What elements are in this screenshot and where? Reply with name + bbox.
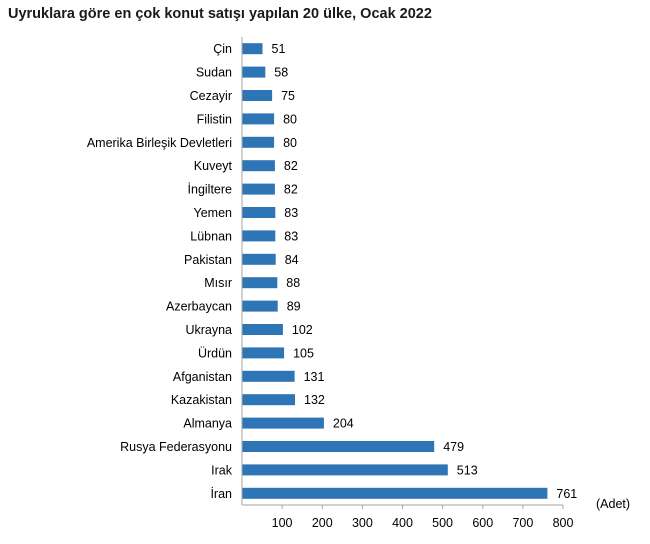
data-label: 58 <box>274 66 288 80</box>
bar <box>242 136 275 148</box>
x-tick-label: 400 <box>392 516 413 530</box>
bar <box>242 90 273 101</box>
data-label: 83 <box>284 229 298 243</box>
axis-layer: Çin 51 Sudan 58 Cezayir 75 Filistin 80 Amerika B… <box>87 37 577 530</box>
bar <box>242 66 266 78</box>
bar <box>242 113 275 125</box>
data-label: 82 <box>284 183 298 197</box>
chart-title: Uyruklara göre en çok konut satışı yapıl… <box>8 6 432 22</box>
category-label: Filistin <box>197 112 232 126</box>
data-label: 89 <box>287 300 301 314</box>
category-label: İngiltere <box>188 183 233 197</box>
bar <box>242 394 295 406</box>
bar <box>242 487 548 499</box>
x-tick-label: 800 <box>553 516 574 530</box>
category-label: Azerbaycan <box>166 300 232 314</box>
category-label: Yemen <box>194 206 233 220</box>
bar <box>242 253 276 265</box>
x-tick-label: 200 <box>312 516 333 530</box>
category-label: Çin <box>213 42 232 56</box>
x-tick-label: 100 <box>272 516 293 530</box>
category-label: Mısır <box>204 276 232 290</box>
bar <box>242 417 324 429</box>
category-label: Afganistan <box>173 370 232 384</box>
category-label: Amerika Birleşik Devletleri <box>87 136 232 150</box>
category-label: İran <box>210 487 232 501</box>
data-label: 88 <box>286 276 300 290</box>
x-tick-label: 300 <box>352 516 373 530</box>
bar <box>242 464 448 476</box>
data-label: 761 <box>556 487 577 501</box>
data-label: 84 <box>285 253 299 267</box>
bar <box>242 43 263 55</box>
data-label: 105 <box>293 346 314 360</box>
bar <box>242 324 283 335</box>
unit-label: (Adet) <box>596 497 631 511</box>
bar <box>242 277 278 289</box>
bar <box>242 230 276 242</box>
bar <box>242 347 285 359</box>
category-label: Ürdün <box>198 346 232 360</box>
category-label: Lübnan <box>190 229 232 243</box>
data-label: 75 <box>281 89 295 103</box>
data-label: 479 <box>443 440 464 454</box>
data-label: 80 <box>283 112 297 126</box>
category-label: Rusya Federasyonu <box>120 440 232 454</box>
data-label: 204 <box>333 417 354 431</box>
data-label: 102 <box>292 323 313 337</box>
category-label: Ukrayna <box>185 323 232 337</box>
category-label: Irak <box>211 463 233 477</box>
bar <box>242 183 275 195</box>
data-label: 513 <box>457 463 478 477</box>
data-label: 131 <box>304 370 325 384</box>
bar <box>242 441 435 452</box>
data-label: 82 <box>284 159 298 173</box>
category-label: Sudan <box>196 66 232 80</box>
category-label: Cezayir <box>190 89 232 103</box>
data-label: 80 <box>283 136 297 150</box>
x-tick-label: 600 <box>472 516 493 530</box>
x-tick-label: 500 <box>432 516 453 530</box>
x-tick-label: 700 <box>512 516 533 530</box>
bar <box>242 160 275 172</box>
data-label: 51 <box>272 42 286 56</box>
bar <box>242 207 276 218</box>
bar <box>242 370 295 382</box>
data-label: 132 <box>304 393 325 407</box>
bar <box>242 300 278 312</box>
category-label: Kazakistan <box>171 393 232 407</box>
category-label: Pakistan <box>184 253 232 267</box>
bars-layer <box>242 43 548 499</box>
category-label: Almanya <box>183 417 232 431</box>
data-label: 83 <box>284 206 298 220</box>
category-label: Kuveyt <box>194 159 233 173</box>
